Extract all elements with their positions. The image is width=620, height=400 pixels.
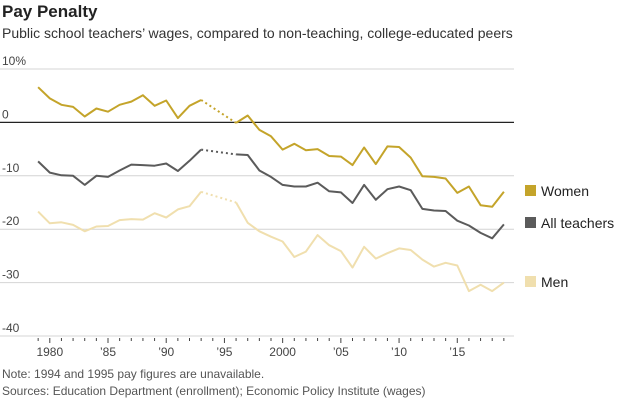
- y-tick-label: -30: [2, 268, 20, 282]
- x-axis: 1980 ’85 ’90 ’95 2000 ’05 ’10 ’15: [36, 338, 505, 359]
- series-line: [37, 148, 202, 186]
- y-tick-label: -40: [2, 321, 20, 335]
- x-tick-label: ’90: [158, 345, 174, 359]
- legend-swatch: [525, 217, 536, 228]
- y-tick-label: -10: [2, 161, 20, 175]
- x-tick-label: ’95: [216, 345, 232, 359]
- x-tick-label: ’05: [333, 345, 349, 359]
- x-tick-label: 1980: [36, 345, 63, 359]
- chart-subtitle: Public school teachers’ wages, compared …: [2, 25, 513, 41]
- y-axis-ticks: 10% 0 -10 -20 -30 -40: [2, 54, 26, 335]
- line-chart: 10% 0 -10 -20 -30 -40 1980 ’85 ’90 ’95 2000 ’05 ’10…: [0, 54, 614, 359]
- x-tick-label: ’10: [391, 345, 407, 359]
- sources-text: Sources: Education Department (enrollmen…: [2, 384, 426, 398]
- legend-label: Women: [541, 183, 589, 199]
- gap-dotted-line: [201, 148, 237, 156]
- x-tick-label: ’85: [100, 345, 116, 359]
- series-lines: [37, 86, 505, 293]
- y-tick-label: 10%: [2, 54, 26, 68]
- chart-title: Pay Penalty: [2, 2, 98, 21]
- note-text: Note: 1994 and 1995 pay figures are unav…: [2, 367, 265, 381]
- series-men: [37, 190, 505, 293]
- y-tick-label: -20: [2, 214, 20, 228]
- series-line: [235, 202, 505, 293]
- gap-dotted-line: [200, 190, 237, 204]
- series-line: [37, 86, 202, 120]
- x-tick-label: 2000: [269, 345, 296, 359]
- legend-swatch: [525, 276, 536, 287]
- x-tick-label: ’15: [449, 345, 465, 359]
- legend-label: Men: [541, 274, 568, 290]
- series-line: [37, 191, 202, 233]
- footnotes: Note: 1994 and 1995 pay figures are unav…: [2, 366, 426, 400]
- series-line: [235, 114, 505, 208]
- legend-swatch: [525, 185, 536, 196]
- series-line: [236, 153, 505, 240]
- series-women: [37, 86, 505, 208]
- legend: Women All teachers Men: [525, 183, 614, 290]
- legend-label: All teachers: [541, 215, 614, 231]
- series-all-teachers: [37, 148, 505, 240]
- gap-dotted-line: [200, 99, 237, 124]
- y-tick-label: 0: [2, 107, 9, 121]
